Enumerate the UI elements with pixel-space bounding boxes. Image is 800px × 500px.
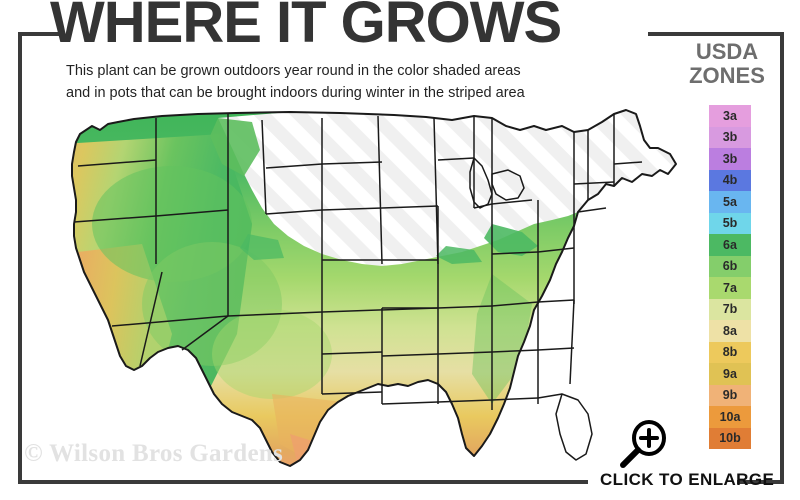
frame-border-bottom-right bbox=[737, 480, 784, 484]
frame-border-right bbox=[780, 32, 784, 484]
zone-label: 3a bbox=[723, 108, 737, 123]
zone-swatch-7a-8: 7a bbox=[709, 277, 751, 299]
legend-title-line-1: USDA bbox=[695, 39, 759, 64]
zone-label: 10a bbox=[719, 409, 741, 424]
zone-label: 3b bbox=[722, 151, 738, 166]
frame-border-bottom-left bbox=[18, 480, 588, 484]
zone-label: 10b bbox=[719, 431, 741, 446]
zoom-in-icon[interactable] bbox=[617, 420, 669, 470]
page-subtitle: This plant can be grown outdoors year ro… bbox=[66, 60, 666, 105]
zone-label: 6a bbox=[723, 237, 737, 252]
zone-swatch-8a-10: 8a bbox=[709, 320, 751, 342]
magnifier-glyph bbox=[620, 420, 666, 468]
zone-label: 8b bbox=[722, 345, 738, 360]
page-title: WHERE IT GROWS bbox=[50, 0, 562, 55]
legend-title: USDA ZONES bbox=[668, 40, 786, 87]
zone-swatch-9a-12: 9a bbox=[709, 363, 751, 385]
zone-label: 8a bbox=[723, 323, 737, 338]
us-map-svg bbox=[71, 109, 677, 467]
zone-swatch-5a-4: 5a bbox=[709, 191, 751, 213]
zone-swatch-6a-6: 6a bbox=[709, 234, 751, 256]
zone-swatch-6b-7: 6b bbox=[709, 255, 751, 277]
frame-border-top-right bbox=[648, 32, 784, 36]
zone-label: 5a bbox=[723, 194, 737, 209]
zone-swatch-5b-5: 5b bbox=[709, 212, 751, 234]
zone-swatch-4b-3: 4b bbox=[709, 169, 751, 191]
frame-border-top-left bbox=[18, 32, 60, 36]
click-to-enlarge-label[interactable]: CLICK TO ENLARGE bbox=[600, 470, 775, 489]
zone-label: 7b bbox=[722, 302, 738, 317]
legend-title-line-2: ZONES bbox=[689, 62, 765, 88]
zone-swatch-9b-13: 9b bbox=[709, 384, 751, 406]
zone-swatch-10b-15: 10b bbox=[709, 427, 751, 449]
zone-swatch-8b-11: 8b bbox=[709, 341, 751, 363]
zone-swatch-7b-9: 7b bbox=[709, 298, 751, 320]
zone-label: 9a bbox=[723, 366, 737, 381]
zone-swatch-10a-14: 10a bbox=[709, 406, 751, 428]
zone-label: 5b bbox=[722, 216, 738, 231]
zone-label: 6b bbox=[722, 259, 738, 274]
state-boundaries bbox=[71, 109, 677, 467]
frame-border-left bbox=[18, 32, 22, 484]
map-striped-region bbox=[210, 110, 676, 266]
zone-swatch-3a-0: 3a bbox=[709, 105, 751, 127]
watermark: © Wilson Bros Gardens bbox=[24, 440, 284, 467]
zone-label: 9b bbox=[722, 388, 738, 403]
usda-zone-legend: 3a 3b 3b 4b 5a 5b 6a 6b 7a 7b 8a 8b 9a 9b 10a 10b bbox=[709, 105, 751, 449]
zone-label: 3b bbox=[722, 130, 738, 145]
zone-label: 4b bbox=[722, 173, 738, 188]
zone-label: 7a bbox=[723, 280, 737, 295]
zone-swatch-3b-2: 3b bbox=[709, 148, 751, 170]
subtitle-line-2: and in pots that can be brought indoors … bbox=[66, 85, 525, 102]
subtitle-line-1: This plant can be grown outdoors year ro… bbox=[66, 63, 521, 79]
usda-hardiness-zone-map[interactable] bbox=[22, 104, 682, 476]
zone-swatch-3b-1: 3b bbox=[709, 126, 751, 148]
